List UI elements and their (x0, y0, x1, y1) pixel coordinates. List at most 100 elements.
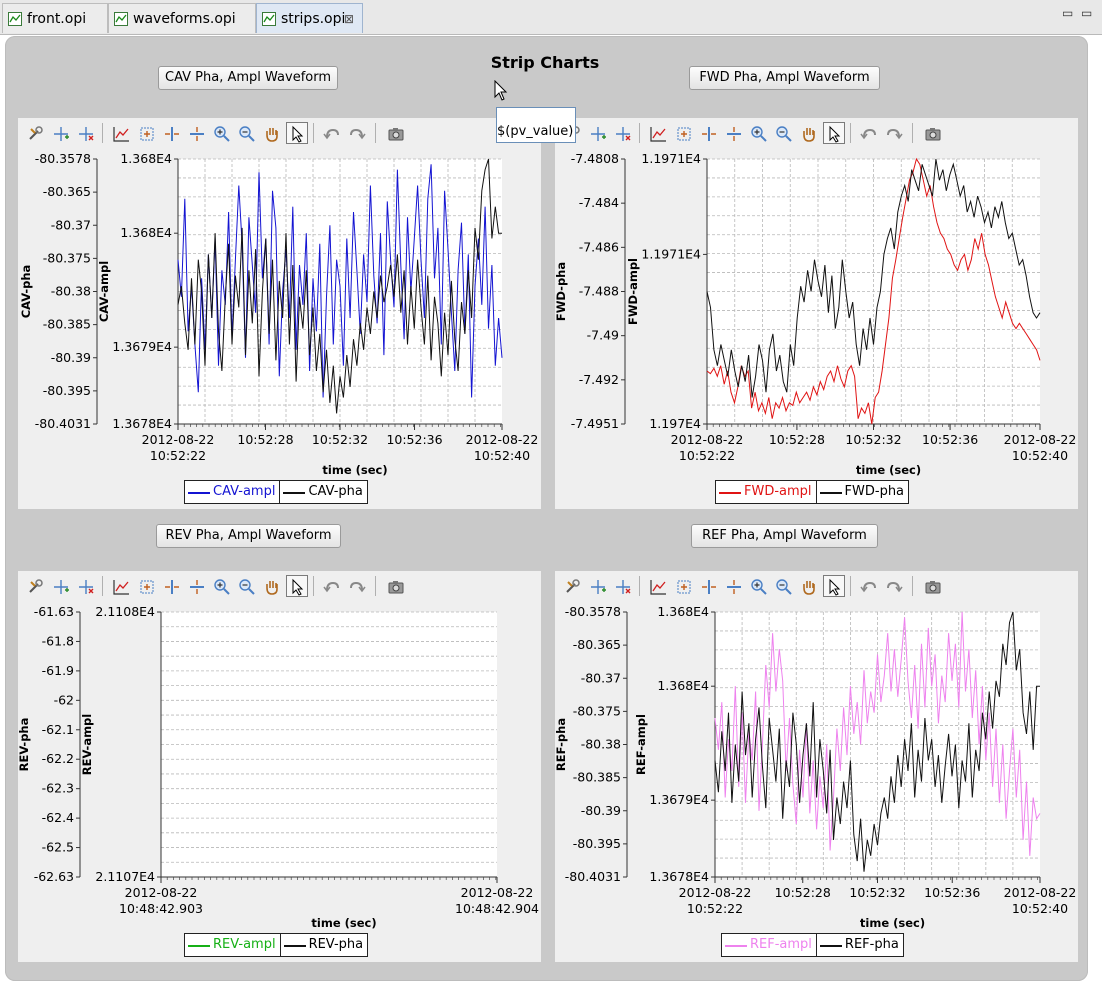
rubberband-zoom-button[interactable] (135, 122, 157, 144)
rubberband-zoom-button[interactable] (672, 575, 694, 597)
undo-button[interactable] (857, 122, 879, 144)
legend-item: REV-pha (279, 934, 368, 956)
remove-annotation-button[interactable] (611, 575, 633, 597)
fwd-waveform-button[interactable]: FWD Pha, Ampl Waveform (689, 66, 880, 90)
panning-button[interactable] (797, 575, 819, 597)
redo-button[interactable] (345, 575, 367, 597)
tab-waveforms-opi[interactable]: waveforms.opi (108, 3, 256, 33)
ampl-tick-label: 2.1107E4 (95, 869, 155, 884)
close-tab-icon[interactable]: ⊠ (343, 12, 354, 26)
autoscale-button[interactable] (109, 122, 131, 144)
vertical-zoom-button[interactable] (185, 575, 207, 597)
zoom-out-button[interactable] (772, 575, 794, 597)
configure-button[interactable] (561, 575, 583, 597)
add-annotation-icon (591, 580, 606, 594)
time-tick-label: 10:52:32 (849, 885, 905, 900)
undo-icon (860, 128, 876, 140)
vertical-zoom-button[interactable] (185, 122, 207, 144)
time-tick-label: 10:48:42.904 (455, 901, 539, 916)
vertical-zoom-button[interactable] (722, 122, 744, 144)
zoom-in-button[interactable] (210, 575, 232, 597)
add-annotation-button[interactable] (586, 122, 608, 144)
zoom-out-icon (776, 579, 792, 595)
ampl-tick-label: 1.1971E4 (641, 151, 701, 166)
remove-annotation-button[interactable] (74, 122, 96, 144)
time-tick-label: 10:52:22 (150, 448, 206, 463)
snapshot-button[interactable] (921, 575, 943, 597)
tab-strips-opi[interactable]: strips.opi ⊠ (256, 3, 363, 33)
ref-waveform-button[interactable]: REF Pha, Ampl Waveform (691, 524, 878, 548)
tab-front-opi[interactable]: front.opi (2, 3, 108, 33)
autoscale-button[interactable] (646, 122, 668, 144)
pha-tick-label: -80.4031 (565, 869, 621, 884)
configure-button[interactable] (24, 575, 46, 597)
snapshot-button[interactable] (384, 575, 406, 597)
zoom-in-button[interactable] (210, 122, 232, 144)
pha-tick-label: -7.492 (579, 372, 619, 387)
time-axis-title: time (sec) (311, 916, 376, 930)
redo-icon (350, 128, 366, 140)
legend-item: REF-pha (815, 934, 903, 956)
legend-label: FWD-pha (844, 484, 905, 499)
undo-button[interactable] (857, 575, 879, 597)
rev-waveform-button[interactable]: REV Pha, Ampl Waveform (156, 524, 341, 548)
remove-annotation-button[interactable] (611, 122, 633, 144)
undo-button[interactable] (320, 575, 342, 597)
legend-swatch (819, 492, 842, 494)
fwd-pha-trace (706, 158, 1041, 398)
toolbar-separator (912, 576, 913, 596)
rubberband-zoom-button[interactable] (135, 575, 157, 597)
fwd-chart-svg: -7.4808 -7.484 -7.486 -7.488 -7.49 -7.492 -7.4… (555, 151, 1076, 477)
zoom-in-button[interactable] (747, 122, 769, 144)
chart-legend: REV-ampl REV-pha (184, 933, 369, 957)
undo-button[interactable] (320, 122, 342, 144)
add-annotation-button[interactable] (49, 575, 71, 597)
undo-icon (860, 581, 876, 593)
ref-pha-trace (714, 611, 1040, 872)
snapshot-button[interactable] (921, 122, 943, 144)
zoom-in-button[interactable] (747, 575, 769, 597)
zoom-out-button[interactable] (235, 122, 257, 144)
time-tick-label: 2012-08-22 (1004, 885, 1077, 900)
minimize-icon[interactable]: ▭ (1062, 6, 1074, 20)
zoom-out-button[interactable] (772, 122, 794, 144)
zoom-out-icon (776, 126, 792, 142)
redo-button[interactable] (882, 122, 904, 144)
pointer-button[interactable] (286, 575, 308, 597)
add-annotation-button[interactable] (586, 575, 608, 597)
cav-waveform-button[interactable]: CAV Pha, Ampl Waveform (158, 66, 338, 90)
autoscale-button[interactable] (646, 575, 668, 597)
panning-icon (266, 128, 278, 142)
redo-icon (350, 581, 366, 593)
add-annotation-button[interactable] (49, 122, 71, 144)
toolbar-separator (313, 576, 314, 596)
zoom-out-button[interactable] (235, 575, 257, 597)
legend-label: REV-pha (308, 937, 364, 952)
redo-button[interactable] (882, 575, 904, 597)
pointer-button[interactable] (286, 122, 308, 144)
rubberband-zoom-button[interactable] (672, 122, 694, 144)
ref-ampl-trace (714, 611, 1041, 856)
pha-tick-label: -61.8 (42, 633, 74, 648)
configure-button[interactable] (24, 122, 46, 144)
legend-item: FWD-pha (815, 481, 909, 503)
pha-tick-label: -62 (54, 692, 74, 707)
panning-button[interactable] (797, 122, 819, 144)
horizontal-zoom-button[interactable] (697, 575, 719, 597)
vertical-zoom-icon (190, 580, 204, 594)
pointer-icon (829, 125, 841, 143)
maximize-icon[interactable]: ▭ (1081, 6, 1093, 20)
panning-button[interactable] (260, 122, 282, 144)
vertical-zoom-button[interactable] (722, 575, 744, 597)
pointer-button[interactable] (823, 122, 845, 144)
horizontal-zoom-button[interactable] (160, 575, 182, 597)
horizontal-zoom-button[interactable] (160, 122, 182, 144)
snapshot-button[interactable] (384, 122, 406, 144)
panning-button[interactable] (260, 575, 282, 597)
redo-button[interactable] (345, 122, 367, 144)
remove-annotation-button[interactable] (74, 575, 96, 597)
autoscale-button[interactable] (109, 575, 131, 597)
pointer-button[interactable] (823, 575, 845, 597)
snapshot-icon (925, 128, 941, 141)
horizontal-zoom-button[interactable] (697, 122, 719, 144)
